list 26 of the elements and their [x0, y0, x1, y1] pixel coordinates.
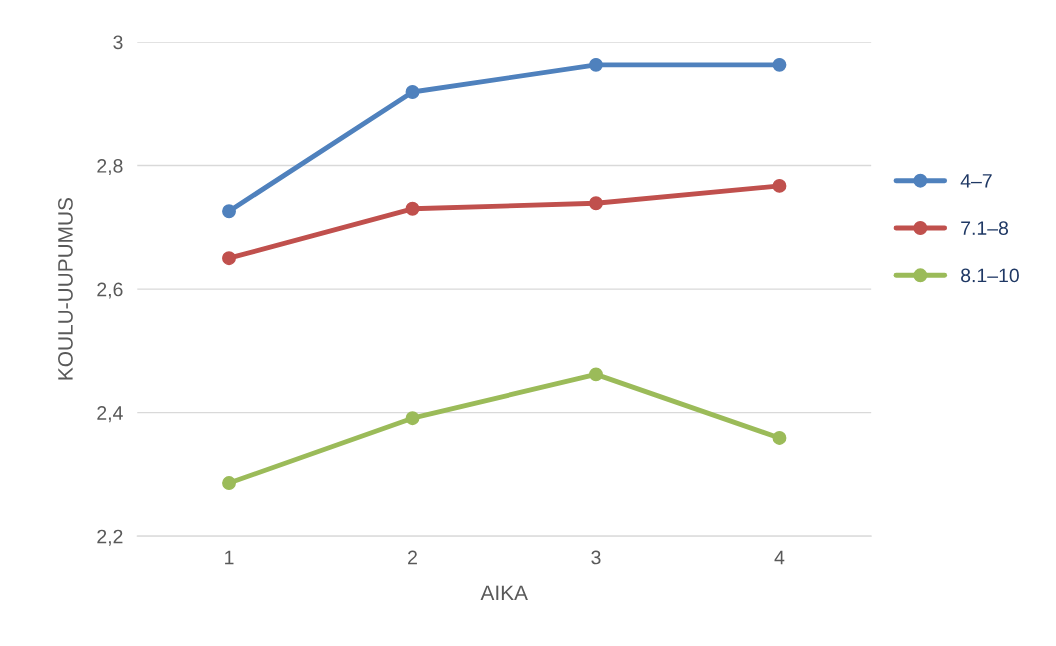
point — [772, 431, 787, 445]
point — [772, 178, 787, 193]
x-tick-label: 4 — [774, 550, 785, 565]
legend-label: 7.1–8 — [961, 221, 1009, 235]
point — [405, 201, 420, 216]
point — [589, 367, 603, 382]
x-tick-label: 2 — [408, 550, 417, 565]
point — [772, 57, 787, 72]
point — [589, 57, 603, 72]
y-tick-label: 2,2 — [97, 529, 123, 546]
y-tick-label: 3 — [113, 35, 123, 50]
point — [405, 411, 420, 426]
y-axis-title: KOULU-UUPUMUS — [58, 198, 73, 380]
point — [222, 204, 236, 219]
y-tick-label: 2,4 — [97, 406, 123, 423]
point — [222, 476, 236, 490]
legend-label: 4–7 — [960, 174, 992, 188]
legend-label: 8.1–10 — [961, 268, 1019, 283]
point — [405, 85, 420, 99]
y-tick-label: 2,8 — [97, 159, 123, 176]
x-axis-title: AIKA — [480, 585, 528, 600]
point — [589, 196, 603, 211]
x-tick-label: 1 — [225, 550, 234, 565]
x-tick-label: 3 — [591, 550, 601, 565]
y-tick-label: 2,6 — [97, 282, 123, 299]
point — [222, 251, 236, 266]
